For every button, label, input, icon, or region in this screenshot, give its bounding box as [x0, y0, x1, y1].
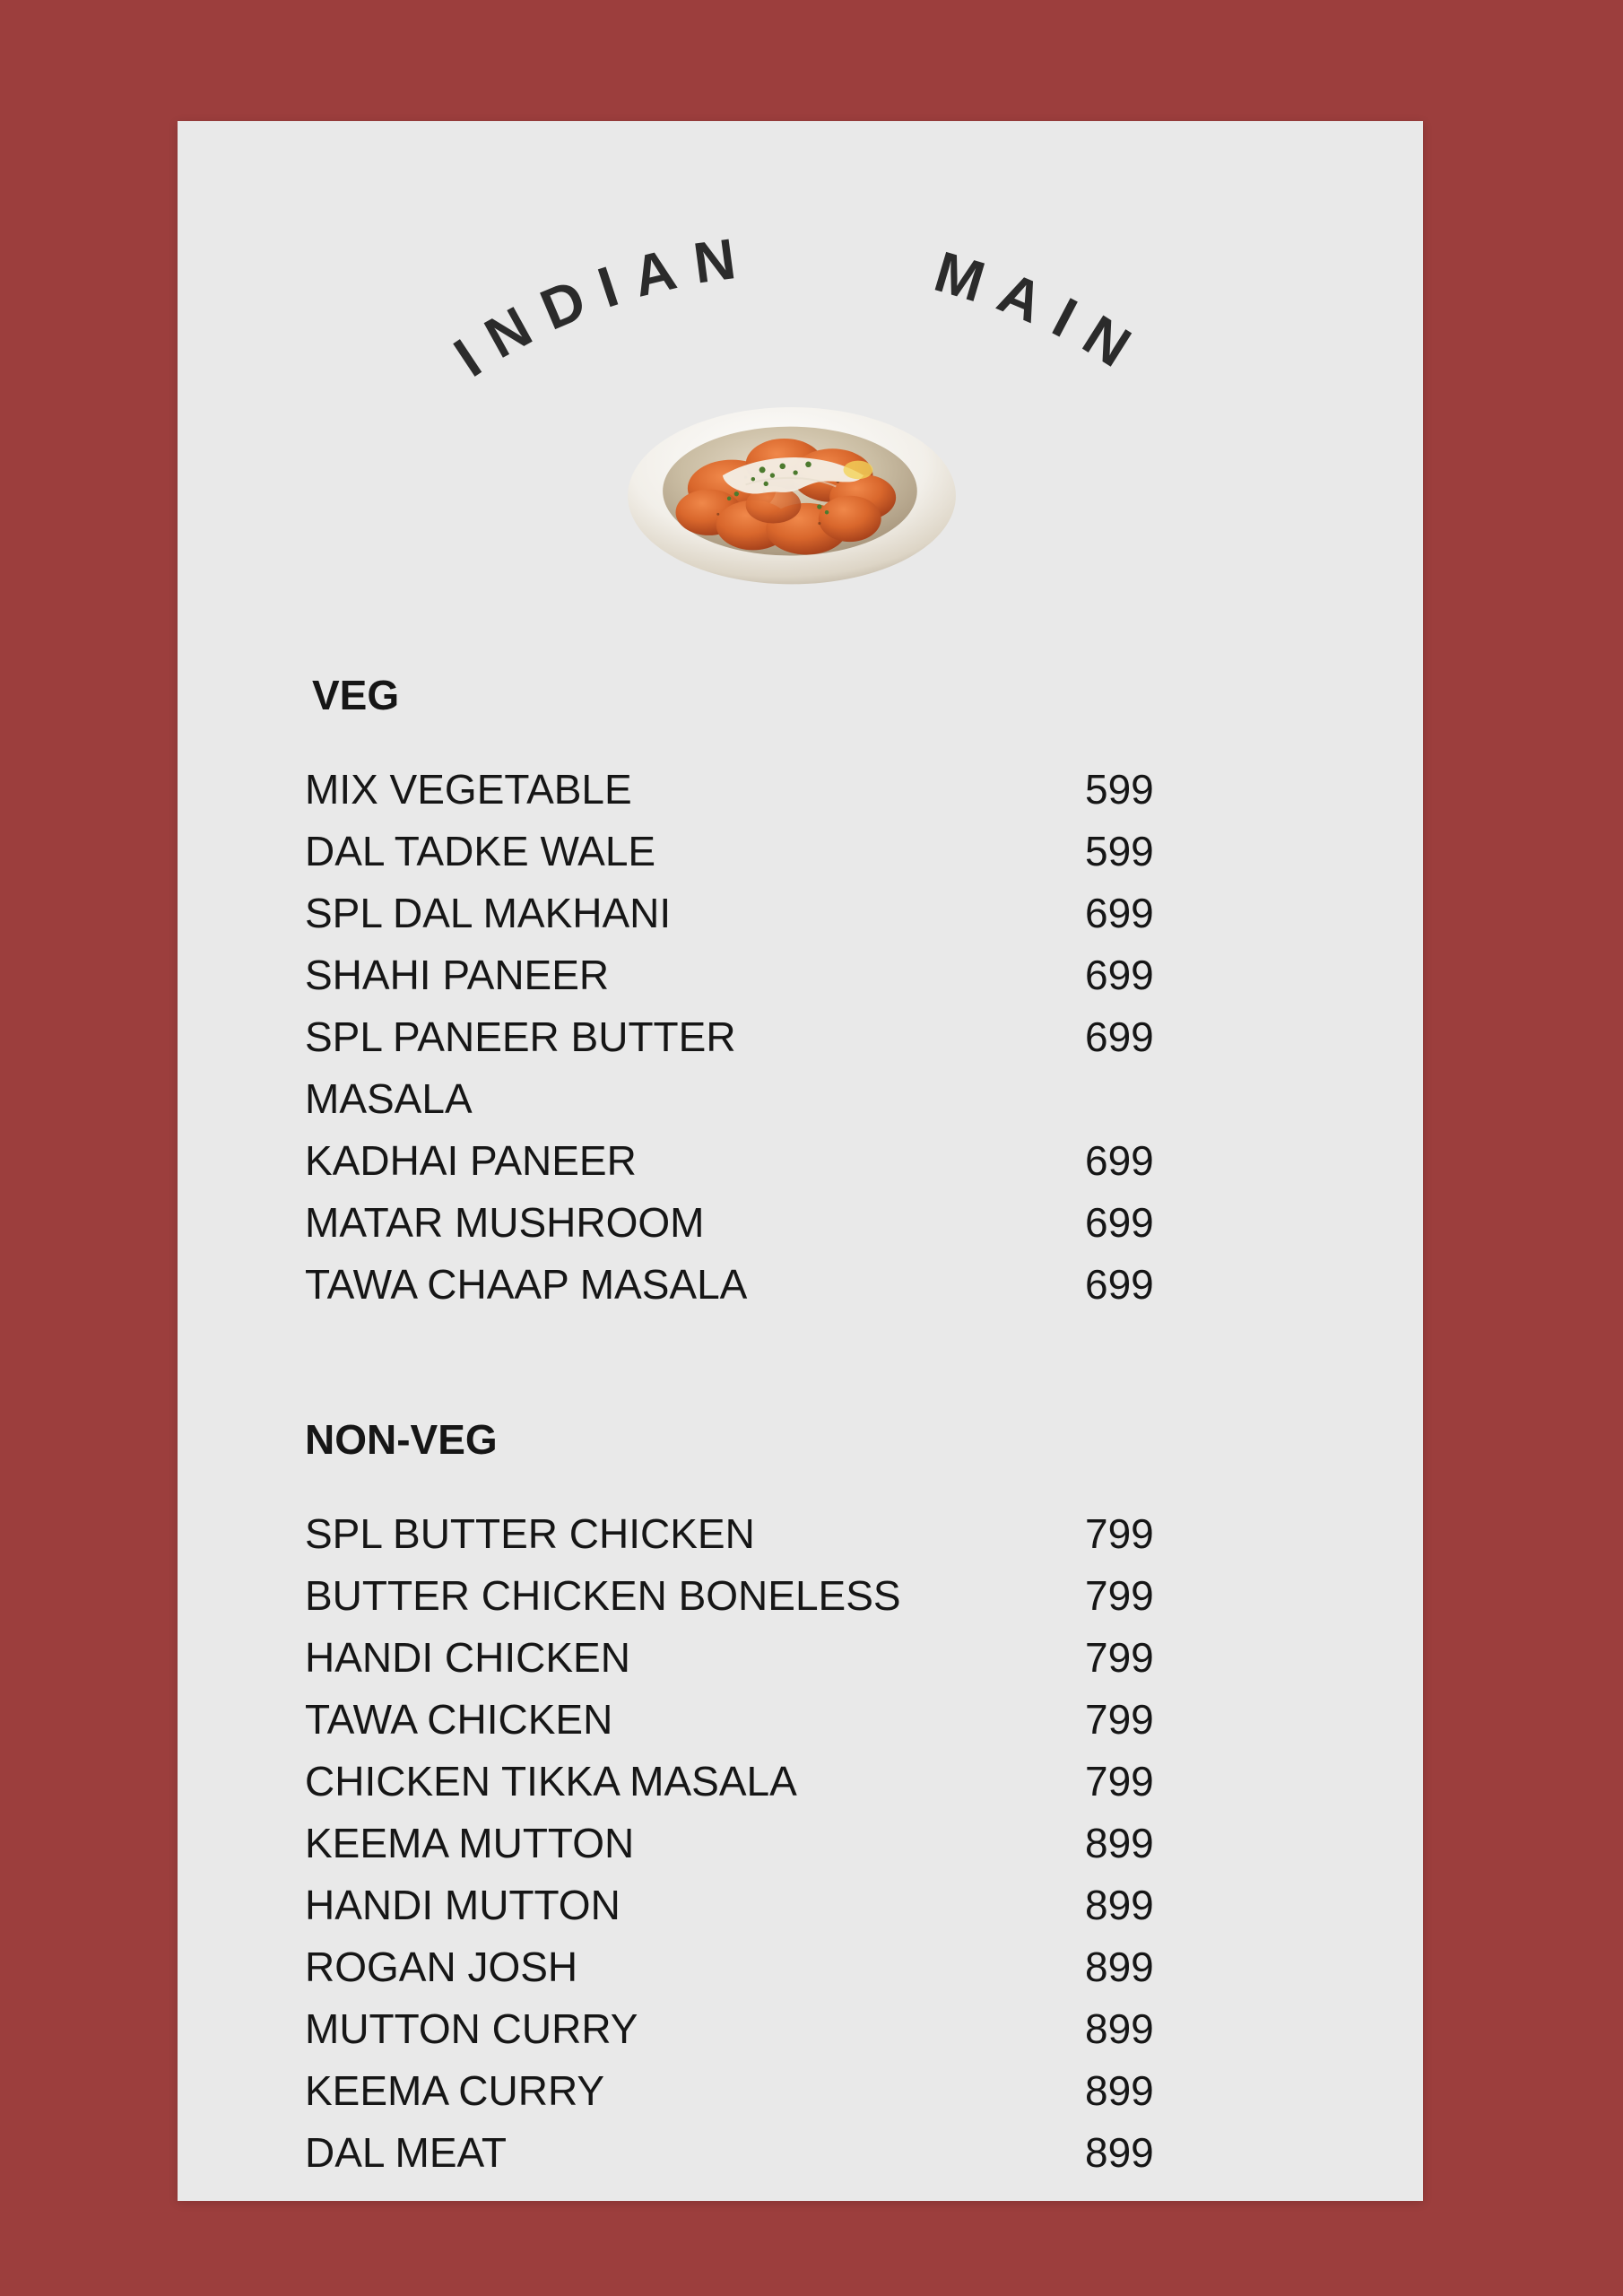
svg-text:INDIAN MAIN: INDIAN MAIN — [443, 222, 1157, 389]
